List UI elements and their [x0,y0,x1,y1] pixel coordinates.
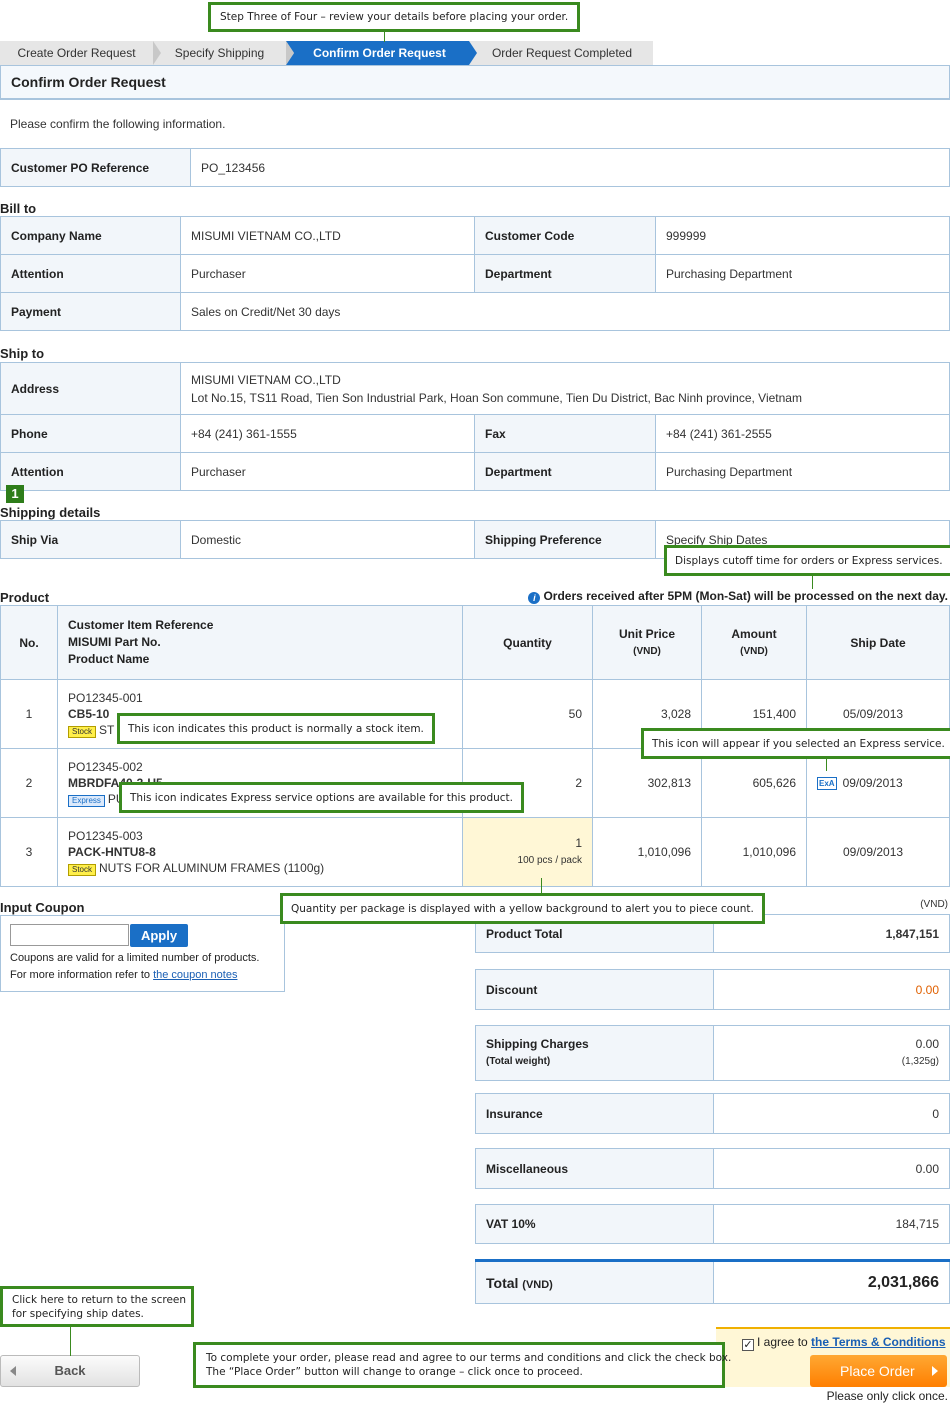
express-service-icon: ExA [817,777,837,791]
attention-value: Purchaser [180,254,475,293]
step-callout: Step Three of Four – review your details… [208,2,581,32]
ship-department-label: Department [474,452,656,491]
customer-code-label: Customer Code [474,216,656,255]
phone-label: Phone [0,414,181,453]
click-once-note: Please only click once. [826,1389,948,1403]
step-create-order: Create Order Request [0,41,161,65]
ship-attention-label: Attention [0,452,181,491]
address-value: MISUMI VIETNAM CO.,LTD Lot No.15, TS11 R… [180,362,950,415]
po-label: Customer PO Reference [0,148,191,187]
step-order-completed: Order Request Completed [491,46,633,60]
qty-pack-callout: Quantity per package is displayed with a… [280,893,765,924]
back-button[interactable]: Back [0,1355,140,1387]
back-callout: Click here to return to the screen for s… [0,1286,194,1327]
product-title: Product [0,590,50,605]
attention-label: Attention [0,254,181,293]
payment-value: Sales on Credit/Net 30 days [180,292,950,331]
terms-link[interactable]: the Terms & Conditions [811,1335,946,1349]
payment-label: Payment [0,292,181,331]
col-ship-date: Ship Date [806,605,950,680]
fax-label: Fax [474,414,656,453]
vat-row: VAT 10% 184,715 [475,1204,950,1244]
coupon-title: Input Coupon [0,900,85,915]
arrow-right-icon [932,1366,938,1376]
insurance-row: Insurance 0 [475,1093,950,1134]
back-arrow-icon [10,1366,16,1376]
bill-to-table: Company Name MISUMI VIETNAM CO.,LTD Cust… [0,216,950,331]
express-badge: Express [68,795,105,807]
col-amount: Amount (VND) [701,605,807,680]
express-icon-callout: This icon will appear if you selected an… [641,728,950,759]
col-unit-price: Unit Price (VND) [592,605,702,680]
coupon-note: Coupons are valid for a limited number o… [10,952,260,981]
coupon-notes-link[interactable]: the coupon notes [153,969,238,981]
shipping-details-title: Shipping details [0,505,101,520]
stock-badge: Stock [68,864,97,876]
department-value: Purchasing Department [655,254,950,293]
coupon-box [0,915,285,992]
agree-checkbox[interactable]: ✓ [742,1339,754,1351]
phone-value: +84 (241) 361-1555 [180,414,475,453]
company-label: Company Name [0,216,181,255]
po-value: PO_123456 [190,148,950,187]
col-quantity: Quantity [462,605,593,680]
customer-code-value: 999999 [655,216,950,255]
step-marker: 1 [6,485,24,503]
col-reference: Customer Item Reference MISUMI Part No. … [57,605,463,680]
page-title: Confirm Order Request [0,65,950,100]
ship-to-table: Address MISUMI VIETNAM CO.,LTD Lot No.15… [0,362,950,491]
info-icon: i [528,592,541,604]
po-table: Customer PO Reference PO_123456 [0,148,950,187]
shipping-charges-row: Shipping Charges (Total weight) 0.00 (1,32… [475,1025,950,1081]
col-no: No. [0,605,58,680]
department-label: Department [474,254,656,293]
complete-order-callout: To complete your order, please read and … [193,1342,731,1388]
cutoff-callout: Displays cutoff time for orders or Expre… [664,545,950,576]
express-options-callout: This icon indicates Express service opti… [119,782,524,813]
address-label: Address [0,362,181,415]
coupon-input[interactable] [10,924,129,946]
fax-value: +84 (241) 361-2555 [655,414,950,453]
progress-steps: Create Order Request Specify Shipping Co… [0,41,653,65]
discount-row: Discount 0.00 [475,969,950,1010]
table-row: 3 PO12345-003 PACK-HNTU8-8 Stock NUTS FOR… [0,817,950,887]
intro-text: Please confirm the following information… [10,117,226,131]
ship-via-label: Ship Via [0,520,181,559]
step-specify-shipping: Specify Shipping [153,41,294,65]
misc-row: Miscellaneous 0.00 [475,1148,950,1189]
ship-department-value: Purchasing Department [655,452,950,491]
currency-note: (VND) [920,899,948,910]
qty-per-pack-cell: 1 100 pcs / pack [462,817,593,887]
shipping-preference-label: Shipping Preference [474,520,656,559]
bill-to-title: Bill to [0,201,37,216]
grand-total-row: Total (VND) 2,031,866 [475,1259,950,1304]
stock-icon-callout: This icon indicates this product is norm… [117,713,435,744]
ship-via-value: Domestic [180,520,475,559]
agree-row: ✓ I agree to the Terms & Conditions [742,1335,946,1351]
step-confirm-order: Confirm Order Request [286,41,477,65]
cutoff-notice: i Orders received after 5PM (Mon-Sat) wil… [528,589,948,604]
stock-badge: Stock [68,726,97,738]
place-order-button[interactable]: Place Order [810,1355,947,1387]
ship-to-title: Ship to [0,346,45,361]
apply-button[interactable]: Apply [130,924,188,947]
company-value: MISUMI VIETNAM CO.,LTD [180,216,475,255]
ship-attention-value: Purchaser [180,452,475,491]
